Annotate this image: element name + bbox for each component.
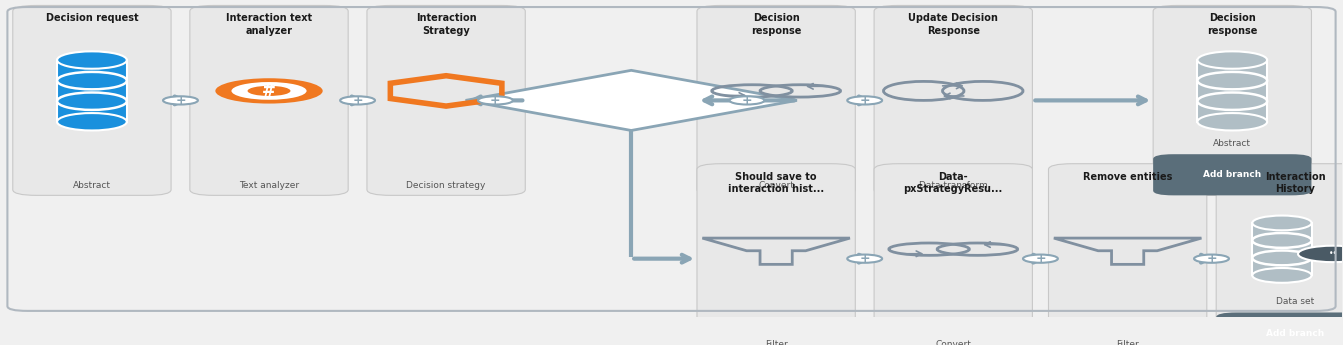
Text: Data-
pxStrategyResu...: Data- pxStrategyResu... [904, 171, 1003, 194]
Circle shape [231, 82, 306, 100]
Ellipse shape [1198, 113, 1268, 130]
Ellipse shape [1198, 51, 1268, 69]
Polygon shape [466, 70, 796, 130]
Text: Data set: Data set [1276, 297, 1315, 306]
Text: Convert: Convert [935, 339, 971, 345]
Bar [1198, 60, 1268, 81]
Text: +: + [175, 94, 185, 107]
FancyBboxPatch shape [13, 6, 171, 195]
Text: Update Decision
Response: Update Decision Response [908, 13, 998, 36]
Text: Decision
response: Decision response [1207, 13, 1257, 36]
Text: Add branch: Add branch [1203, 170, 1261, 179]
Text: Interaction
Strategy: Interaction Strategy [416, 13, 477, 36]
Text: +: + [490, 94, 501, 107]
Text: Should save to
interaction hist...: Should save to interaction hist... [728, 171, 825, 194]
Ellipse shape [1198, 51, 1268, 69]
Ellipse shape [1252, 250, 1312, 265]
Text: #: # [262, 82, 275, 100]
Ellipse shape [1198, 113, 1268, 130]
Ellipse shape [1198, 92, 1268, 110]
Ellipse shape [56, 51, 126, 69]
Text: Add branch: Add branch [1266, 328, 1324, 337]
FancyBboxPatch shape [874, 164, 1033, 345]
Circle shape [478, 96, 513, 105]
Ellipse shape [56, 72, 126, 89]
FancyBboxPatch shape [1217, 164, 1343, 345]
Text: +: + [860, 252, 870, 265]
Text: ••: •• [1328, 249, 1338, 258]
Text: Decision strategy: Decision strategy [407, 181, 486, 190]
Text: Filter: Filter [1116, 339, 1139, 345]
Ellipse shape [1198, 72, 1268, 89]
Text: +: + [1206, 252, 1217, 265]
Text: +: + [1035, 252, 1046, 265]
Circle shape [847, 255, 882, 263]
FancyBboxPatch shape [1049, 164, 1207, 345]
Text: Filter: Filter [764, 339, 787, 345]
Circle shape [340, 96, 375, 105]
Text: +: + [860, 94, 870, 107]
Text: Abstract: Abstract [1213, 139, 1252, 148]
Circle shape [847, 96, 882, 105]
Ellipse shape [1198, 92, 1268, 110]
Circle shape [1299, 246, 1343, 262]
Bar [1252, 240, 1312, 258]
Text: Data transform: Data transform [919, 181, 987, 190]
Text: Decision request: Decision request [46, 13, 138, 23]
Circle shape [163, 96, 197, 105]
Bar [1198, 81, 1268, 101]
Bar [1252, 223, 1312, 240]
Bar [1198, 101, 1268, 122]
Ellipse shape [56, 113, 126, 130]
Bar [1252, 258, 1312, 275]
FancyBboxPatch shape [1217, 313, 1343, 345]
Ellipse shape [56, 92, 126, 110]
Ellipse shape [1252, 250, 1312, 265]
Ellipse shape [1198, 72, 1268, 89]
Text: Text analyzer: Text analyzer [239, 181, 299, 190]
FancyBboxPatch shape [1154, 154, 1312, 195]
Ellipse shape [1252, 233, 1312, 248]
Ellipse shape [1252, 216, 1312, 230]
Bar [56, 101, 126, 122]
Text: Convert: Convert [759, 181, 794, 190]
Circle shape [215, 78, 322, 104]
Ellipse shape [1252, 268, 1312, 283]
FancyBboxPatch shape [367, 6, 525, 195]
Ellipse shape [1252, 216, 1312, 230]
FancyBboxPatch shape [874, 6, 1033, 195]
Circle shape [1023, 255, 1058, 263]
Ellipse shape [1252, 233, 1312, 248]
Text: Abstract: Abstract [73, 181, 111, 190]
Text: Interaction text
analyzer: Interaction text analyzer [226, 13, 312, 36]
FancyBboxPatch shape [1154, 6, 1312, 195]
Text: +: + [352, 94, 363, 107]
Circle shape [729, 96, 764, 105]
Text: +: + [741, 94, 752, 107]
Text: Interaction
History: Interaction History [1265, 171, 1326, 194]
Bar [56, 81, 126, 101]
Text: Remove entities: Remove entities [1082, 171, 1172, 181]
Circle shape [247, 86, 290, 96]
FancyBboxPatch shape [697, 6, 855, 195]
FancyBboxPatch shape [697, 164, 855, 345]
Circle shape [1194, 255, 1229, 263]
Ellipse shape [56, 92, 126, 110]
Bar [56, 60, 126, 81]
Text: Decision
response: Decision response [751, 13, 802, 36]
Ellipse shape [56, 51, 126, 69]
FancyBboxPatch shape [189, 6, 348, 195]
Ellipse shape [56, 113, 126, 130]
Ellipse shape [56, 72, 126, 89]
Ellipse shape [1252, 268, 1312, 283]
